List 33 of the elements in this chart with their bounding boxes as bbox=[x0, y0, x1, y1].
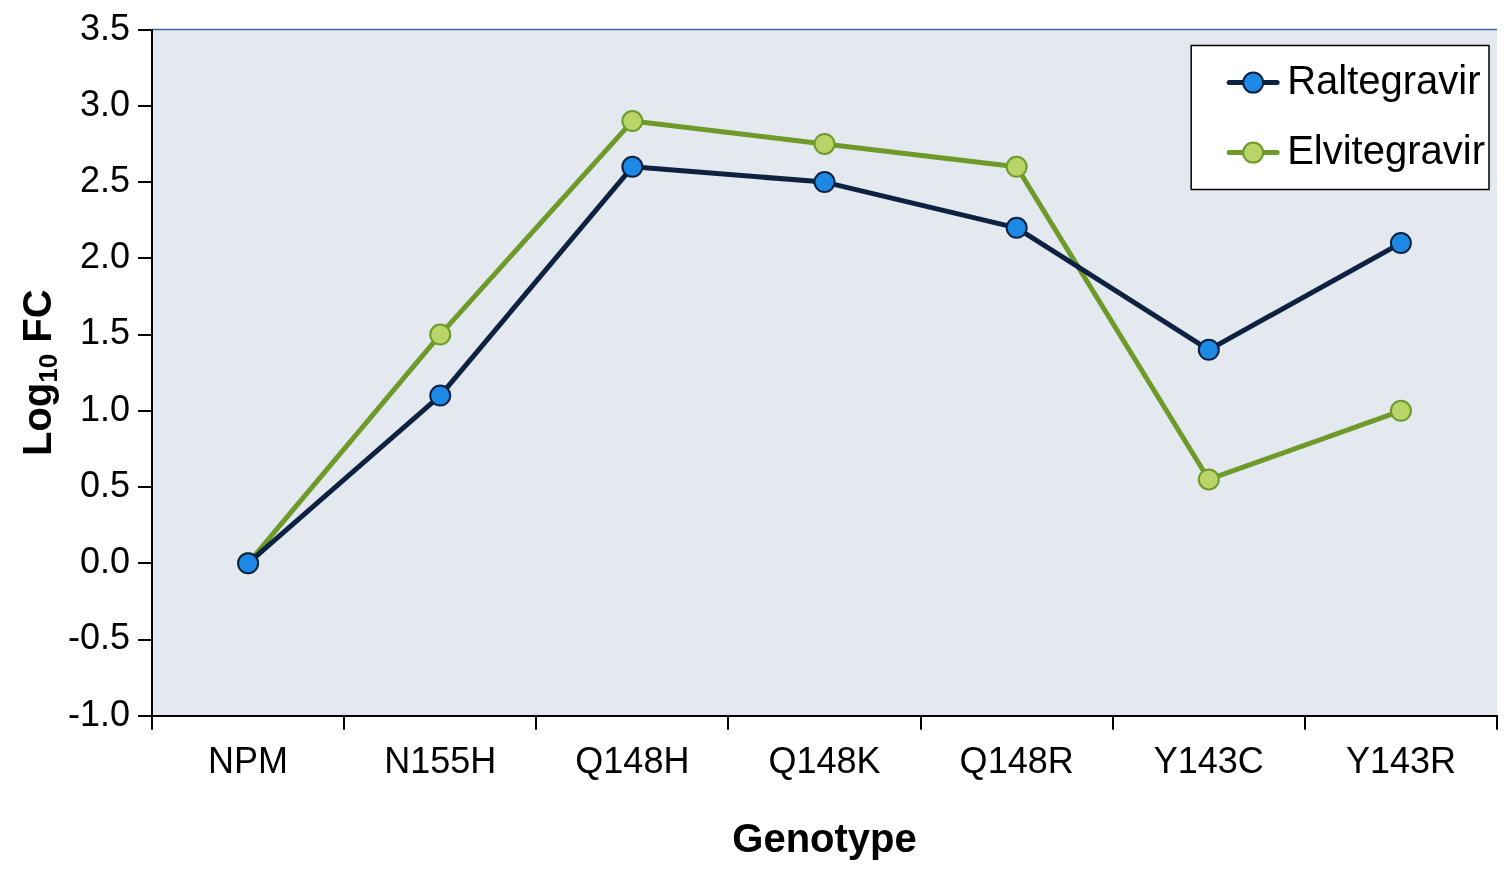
y-tick-label: 3.0 bbox=[79, 82, 131, 124]
point bbox=[429, 323, 452, 346]
y-tick-label: 0.5 bbox=[79, 463, 131, 505]
y-tick-label: 3.5 bbox=[79, 6, 131, 48]
legend-label: Raltegravir bbox=[1287, 57, 1481, 102]
x-tick-label: Q148K bbox=[768, 740, 881, 782]
point bbox=[1389, 399, 1412, 422]
y-tick-label: -1.0 bbox=[67, 692, 131, 734]
x-axis-title: Genotype bbox=[732, 816, 917, 861]
legend-label: Elvitegravir bbox=[1287, 127, 1486, 172]
point bbox=[621, 155, 644, 178]
y-tick-label: -0.5 bbox=[67, 616, 131, 658]
point bbox=[1197, 338, 1220, 361]
y-tick-label: 1.5 bbox=[79, 311, 131, 353]
point bbox=[813, 171, 836, 194]
point bbox=[1197, 468, 1220, 491]
point bbox=[621, 110, 644, 133]
y-tick-label: 1.0 bbox=[79, 387, 131, 429]
x-tick-label: N155H bbox=[384, 740, 497, 782]
y-tick-label: 2.5 bbox=[79, 159, 131, 201]
y-tick-label: 0.0 bbox=[79, 540, 131, 582]
x-tick-label: NPM bbox=[208, 740, 289, 782]
x-tick-label: Y143C bbox=[1153, 740, 1264, 782]
point bbox=[813, 132, 836, 155]
x-tick-label: Q148R bbox=[959, 740, 1074, 782]
x-tick-label: Q148H bbox=[575, 740, 690, 782]
point bbox=[429, 384, 452, 407]
y-tick-label: 2.0 bbox=[79, 235, 131, 277]
x-tick-label: Y143R bbox=[1345, 740, 1456, 782]
point bbox=[1005, 155, 1028, 178]
point bbox=[1389, 232, 1412, 255]
y-axis-title: Log10 FC bbox=[15, 289, 64, 457]
point bbox=[1005, 216, 1028, 239]
